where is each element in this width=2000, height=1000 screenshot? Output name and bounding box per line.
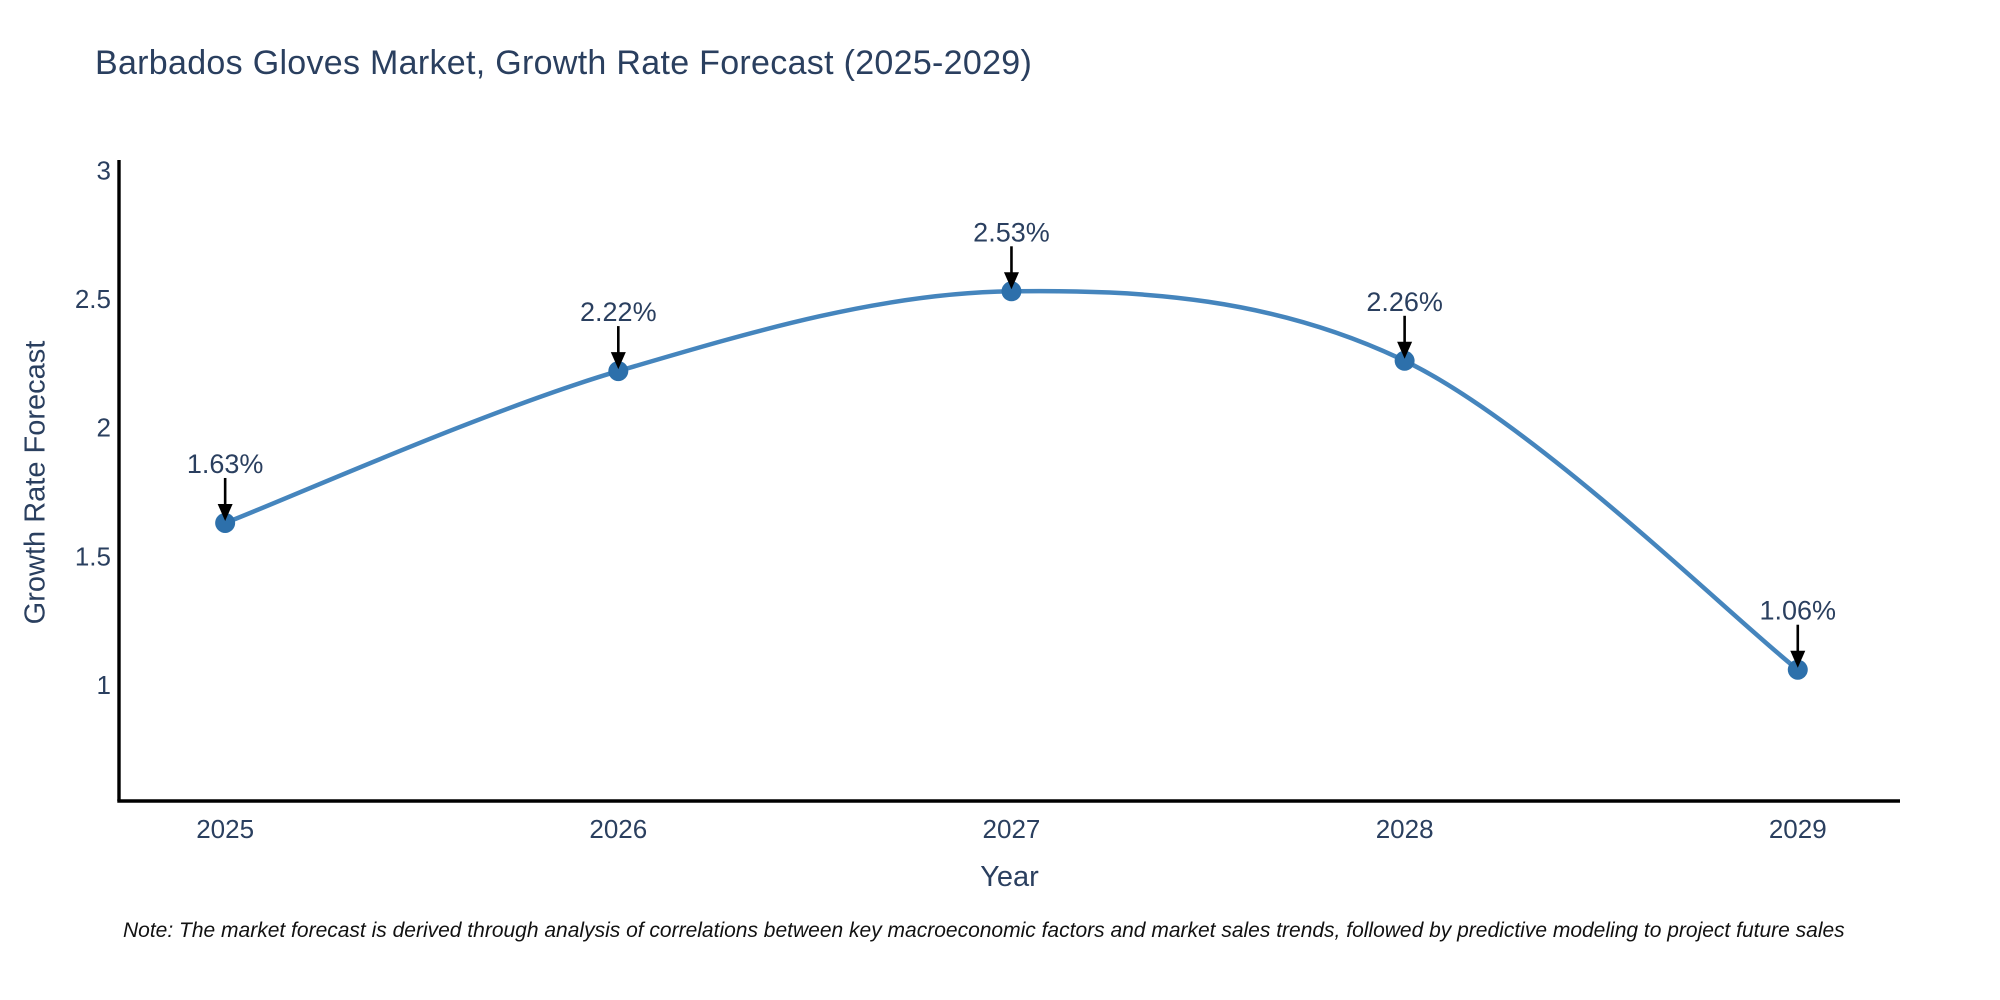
data-point-label: 2.53% — [973, 217, 1050, 247]
data-point-label: 1.06% — [1759, 596, 1836, 626]
data-point-marker — [608, 361, 629, 382]
annotation-arrowhead — [217, 503, 233, 521]
x-tick-label: 2028 — [1376, 814, 1434, 844]
y-tick-label: 1.5 — [75, 541, 111, 571]
annotation-arrowhead — [1003, 272, 1019, 290]
annotations: 1.63% 2.22% 2.53% 2.26% 1.06% — [187, 217, 1836, 668]
y-tick-label: 2.5 — [75, 284, 111, 314]
annotation-arrowhead — [1790, 650, 1806, 668]
data-point-label: 2.26% — [1366, 287, 1443, 317]
y-tick-label: 2 — [97, 413, 111, 443]
data-point-marker — [1001, 281, 1022, 302]
x-tick-label: 2029 — [1769, 814, 1827, 844]
chart-title: Barbados Gloves Market, Growth Rate Fore… — [95, 44, 1033, 82]
annotation-arrowhead — [1397, 341, 1413, 359]
data-point-marker — [215, 512, 236, 533]
y-tick-label: 3 — [97, 155, 111, 185]
x-tick-label: 2025 — [196, 814, 254, 844]
series-line — [222, 288, 1801, 672]
axes — [117, 160, 1900, 803]
data-point-label: 1.63% — [187, 449, 264, 479]
y-tick-label: 1 — [97, 670, 111, 700]
data-point-marker — [1394, 350, 1415, 371]
series — [215, 281, 1808, 680]
y-axis-title: Growth Rate Forecast — [19, 340, 52, 625]
data-point-marker — [1787, 659, 1808, 680]
data-point-label: 2.22% — [580, 297, 657, 327]
x-axis-title: Year — [980, 861, 1039, 893]
tick-labels: 1 1.5 2 2.5 3 2025 2026 2027 2028 2029 — [75, 155, 1827, 844]
footnote: Note: The market forecast is derived thr… — [123, 919, 1845, 942]
x-tick-label: 2026 — [589, 814, 647, 844]
annotation-arrowhead — [610, 352, 626, 370]
x-tick-label: 2027 — [983, 814, 1041, 844]
